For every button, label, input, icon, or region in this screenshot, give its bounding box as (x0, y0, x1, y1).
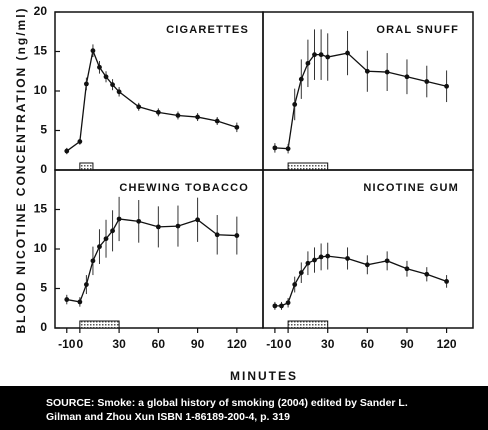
x-tick-label: 90 (400, 337, 414, 351)
panel-title: CHEWING TOBACCO (119, 182, 249, 194)
data-point (345, 256, 350, 261)
x-tick-label: 30 (321, 337, 335, 351)
data-point (325, 253, 331, 259)
source-band (0, 386, 488, 430)
y-tick-label: 0 (40, 162, 47, 176)
panel-title: CIGARETTES (166, 24, 249, 36)
data-point (424, 79, 430, 84)
exposure-bar (79, 162, 94, 171)
data-point (384, 258, 390, 264)
data-point (234, 233, 240, 238)
x-tick-label: -10 (266, 337, 284, 351)
data-point (312, 257, 317, 263)
data-point (90, 258, 96, 264)
source-line: Gilman and Zhou Xun ISBN 1-86189-200-4, … (46, 411, 290, 423)
y-tick-label: 5 (40, 123, 47, 137)
data-point (195, 114, 200, 120)
data-point (285, 300, 291, 306)
data-point (64, 297, 70, 302)
data-point (97, 64, 102, 70)
data-point (97, 244, 102, 250)
exposure-bar (79, 320, 120, 329)
data-point (103, 236, 109, 242)
y-tick-label: 0 (40, 320, 47, 334)
data-point (364, 262, 370, 268)
x-tick-label: 90 (191, 337, 205, 351)
data-point (285, 146, 291, 152)
data-point (325, 54, 331, 60)
data-point (312, 52, 317, 58)
x-tick-label: 60 (361, 337, 375, 351)
y-tick-label: 10 (34, 241, 48, 255)
y-tick-label: 10 (34, 83, 48, 97)
exposure-bar (287, 320, 329, 329)
data-point (136, 104, 142, 110)
data-point (175, 113, 181, 118)
data-point (90, 48, 96, 54)
y-tick-label: 15 (34, 44, 48, 58)
data-line (66, 218, 237, 303)
data-point (136, 218, 142, 224)
data-point (298, 76, 304, 82)
data-point (110, 228, 115, 234)
data-point (272, 303, 278, 309)
panel-title: NICOTINE GUM (363, 182, 459, 194)
x-tick-label: 0 (77, 337, 84, 351)
data-point (305, 60, 311, 66)
data-line (274, 52, 447, 150)
x-tick-label: 120 (227, 337, 247, 351)
data-point (305, 260, 311, 266)
data-point (404, 74, 410, 80)
data-point (272, 145, 278, 151)
y-tick-label: 20 (34, 4, 48, 18)
x-tick-label: 0 (285, 337, 292, 351)
data-point (103, 74, 109, 80)
data-point (444, 83, 449, 89)
y-tick-label: 5 (40, 281, 47, 295)
data-point (214, 232, 220, 238)
exposure-bar (287, 162, 329, 171)
data-point (195, 217, 200, 223)
source-line: SOURCE: Smoke: a global history of smoki… (46, 397, 408, 409)
data-point (110, 82, 115, 88)
data-point (384, 69, 390, 75)
data-point (214, 118, 220, 124)
data-point (444, 278, 449, 284)
data-point (155, 109, 161, 115)
data-point (364, 68, 370, 74)
data-point (279, 303, 284, 309)
data-point (318, 254, 324, 260)
data-line (66, 48, 238, 152)
data-point (64, 148, 70, 154)
data-point (83, 282, 89, 287)
data-point (292, 102, 298, 107)
x-tick-label: 60 (152, 337, 166, 351)
panel-frame (262, 169, 474, 329)
data-point (77, 139, 83, 144)
data-point (116, 216, 122, 222)
data-point (155, 224, 161, 230)
data-point (318, 52, 324, 58)
x-tick-label: 120 (437, 337, 457, 351)
y-axis-label: BLOOD NICOTINE CONCENTRATION (ng/ml) (14, 6, 28, 333)
y-tick-label: 15 (34, 202, 48, 216)
data-point (234, 124, 240, 130)
panel-title: ORAL SNUFF (376, 24, 459, 36)
data-point (83, 81, 89, 87)
data-point (424, 271, 430, 277)
data-point (175, 223, 181, 229)
data-point (116, 89, 122, 95)
data-point (298, 270, 304, 276)
x-axis-label: MINUTES (230, 369, 298, 383)
data-point (292, 282, 298, 287)
data-point (77, 299, 83, 305)
x-tick-label: 30 (112, 337, 126, 351)
data-point (404, 266, 410, 272)
x-tick-label: -10 (58, 337, 76, 351)
data-point (345, 50, 350, 56)
